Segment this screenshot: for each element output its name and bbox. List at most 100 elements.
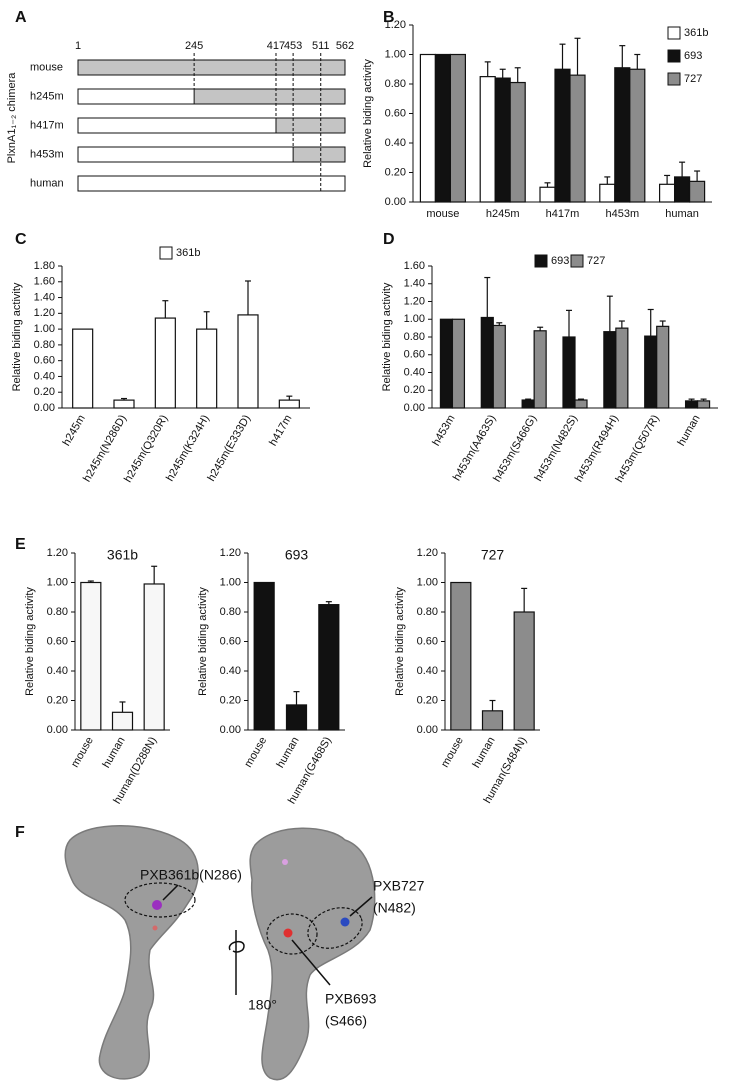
mouse-segment: [193, 88, 346, 105]
legend-swatch: [667, 72, 681, 86]
bar: [539, 186, 556, 203]
bar: [521, 399, 535, 409]
bar: [480, 316, 494, 409]
bar: [450, 581, 472, 731]
y-tick-label: 0.80: [220, 606, 241, 618]
row-label: h417m: [30, 119, 64, 131]
y-tick-label: 0.80: [47, 606, 68, 618]
mouse-segment: [275, 117, 346, 134]
legend-label: 693: [551, 255, 569, 267]
y-tick-label: 0.40: [385, 137, 406, 149]
bar: [111, 711, 134, 731]
y-tick-label: 1.00: [417, 576, 438, 588]
bar: [658, 183, 676, 203]
legend-swatch: [570, 254, 584, 268]
y-tick-label: 0.00: [404, 402, 425, 414]
position-label: 245: [185, 40, 203, 52]
y-tick-label: 1.20: [404, 295, 425, 307]
y-tick-label: 0.80: [385, 78, 406, 90]
bar: [72, 328, 94, 409]
annotation: (N482): [373, 900, 416, 916]
bar: [569, 74, 586, 203]
bar: [513, 611, 535, 731]
position-label: 417: [267, 40, 285, 52]
panel-label: D: [383, 231, 395, 248]
x-tick-label: h417m: [546, 208, 580, 220]
y-tick-label: 0.60: [404, 349, 425, 361]
y-tick-label: 0.20: [34, 386, 55, 398]
y-tick-label: 0.40: [220, 665, 241, 677]
pointer-arrow: [162, 884, 179, 901]
mouse-segment: [292, 146, 346, 163]
bar: [253, 581, 275, 731]
y-tick-label: 1.20: [220, 547, 241, 559]
bar: [554, 68, 571, 203]
bar: [449, 53, 466, 203]
y-tick-label: 0.80: [417, 606, 438, 618]
bar: [629, 68, 646, 203]
rotation-symbol: [228, 930, 245, 995]
panel-label: A: [15, 9, 27, 26]
legend-label: 693: [684, 50, 702, 62]
y-tick-label: 0.00: [220, 724, 241, 736]
bar: [599, 183, 616, 203]
legend-label: 361b: [176, 247, 200, 259]
bar: [603, 331, 617, 409]
bar: [684, 400, 699, 409]
bar: [494, 77, 511, 203]
bar: [196, 328, 218, 409]
chart-title: 727: [481, 547, 505, 563]
bar: [492, 324, 506, 409]
x-tick-label: h245m: [486, 208, 520, 220]
y-tick-label: 0.20: [404, 384, 425, 396]
row-label: mouse: [30, 61, 63, 73]
x-tick-label: mouse: [426, 208, 459, 220]
y-tick-label: 1.40: [34, 291, 55, 303]
position-label: 453: [284, 40, 302, 52]
y-tick-label: 0.20: [385, 166, 406, 178]
y-axis-label: Relative biding activity: [394, 587, 406, 696]
y-tick-label: 0.60: [220, 635, 241, 647]
y-tick-label: 1.20: [385, 19, 406, 31]
y-tick-label: 1.60: [34, 276, 55, 288]
y-tick-label: 1.00: [385, 48, 406, 60]
y-tick-label: 0.60: [417, 635, 438, 647]
residue-spot: [282, 859, 288, 865]
bar: [574, 399, 588, 409]
bar: [656, 325, 670, 409]
pointer-arrow: [349, 896, 373, 917]
row-label: h453m: [30, 148, 64, 160]
annotation: PXB693: [325, 991, 377, 1007]
bar: [143, 583, 165, 731]
y-axis-label: Relative biding activity: [24, 587, 36, 696]
y-tick-label: 1.20: [417, 547, 438, 559]
y-tick-label: 0.40: [34, 370, 55, 382]
y-tick-label: 0.40: [47, 665, 68, 677]
bar: [509, 81, 526, 203]
bar: [318, 604, 340, 731]
axis-label: PlxnA1₁₋₂ chimera: [6, 72, 18, 164]
y-tick-label: 1.80: [34, 260, 55, 272]
y-tick-label: 0.80: [404, 331, 425, 343]
panel-label: C: [15, 231, 27, 248]
bar: [419, 53, 436, 203]
site-outline: [124, 882, 196, 918]
bar: [688, 180, 706, 203]
residue-spot: [283, 928, 293, 938]
legend-swatch: [667, 49, 681, 63]
bar: [285, 704, 308, 731]
legend-swatch: [667, 26, 681, 40]
y-tick-label: 0.40: [404, 366, 425, 378]
y-tick-label: 1.60: [404, 260, 425, 272]
site-outline: [266, 913, 318, 955]
y-tick-label: 1.40: [404, 278, 425, 290]
bar: [451, 318, 466, 409]
chart-title: 693: [285, 547, 309, 563]
bar: [113, 399, 135, 409]
bar: [154, 317, 176, 409]
mouse-segment: [77, 59, 346, 76]
y-tick-label: 0.60: [385, 107, 406, 119]
bar: [644, 335, 658, 409]
legend-label: 727: [684, 73, 702, 85]
